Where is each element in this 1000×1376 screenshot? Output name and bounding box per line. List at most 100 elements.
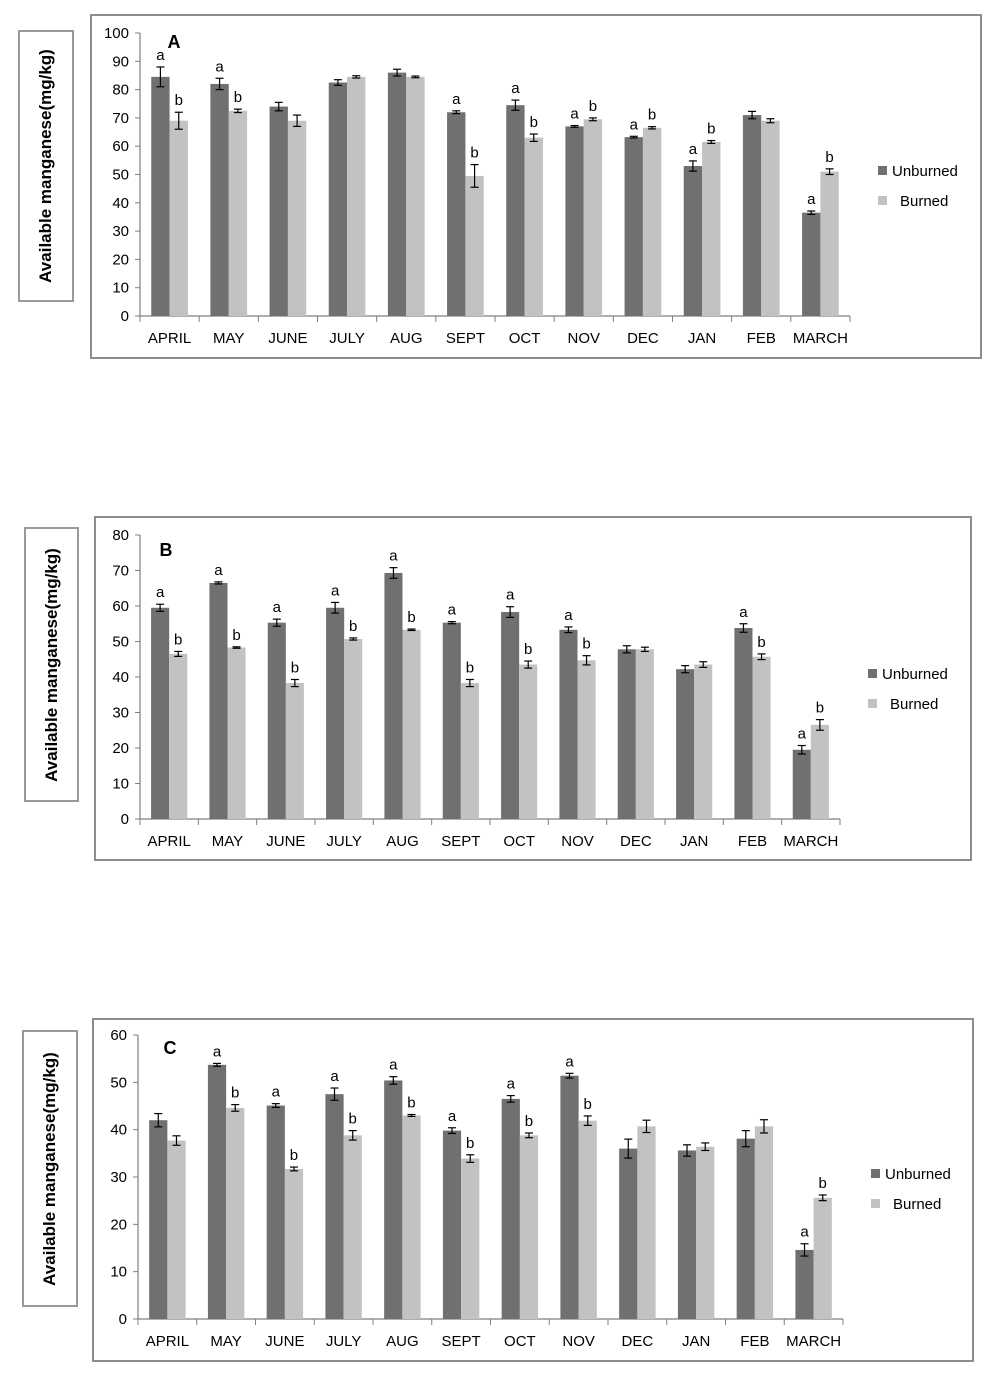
significance-letter-a: a bbox=[452, 91, 461, 108]
significance-letter-c: b bbox=[819, 1175, 827, 1192]
significance-letter-a: b bbox=[470, 145, 478, 162]
x-tick-label-b: MAY bbox=[212, 833, 243, 850]
significance-letter-a: b bbox=[234, 89, 242, 106]
legend-swatch-burned-b bbox=[868, 699, 877, 708]
bar-burned-c bbox=[578, 1120, 597, 1319]
legend-label-burned-a: Burned bbox=[900, 193, 948, 210]
bar-burned-c bbox=[284, 1168, 304, 1319]
significance-letter-a: a bbox=[807, 191, 816, 208]
bar-unburned-c bbox=[384, 1080, 403, 1319]
significance-letter-c: b bbox=[466, 1135, 474, 1152]
bar-burned-a bbox=[465, 175, 484, 316]
significance-letter-b: a bbox=[214, 562, 223, 579]
x-tick-label-c: JUNE bbox=[265, 1333, 304, 1350]
bar-burned-a bbox=[347, 76, 366, 317]
significance-letter-a: a bbox=[156, 47, 165, 64]
y-tick-label-a: 30 bbox=[112, 223, 129, 240]
bar-burned-a bbox=[169, 120, 188, 316]
bar-unburned-b bbox=[209, 582, 228, 819]
significance-letter-b: b bbox=[466, 659, 474, 676]
significance-letter-a: b bbox=[825, 149, 833, 166]
panel-label-c: C bbox=[164, 1038, 177, 1058]
bar-unburned-a bbox=[269, 106, 288, 316]
x-tick-label-c: AUG bbox=[386, 1333, 419, 1350]
x-tick-label-b: JAN bbox=[680, 833, 708, 850]
significance-letter-b: a bbox=[273, 599, 282, 616]
significance-letter-b: b bbox=[816, 700, 824, 717]
bar-unburned-c bbox=[325, 1094, 344, 1319]
significance-letter-a: b bbox=[530, 114, 538, 131]
significance-letter-c: b bbox=[231, 1085, 239, 1102]
y-tick-label-c: 40 bbox=[110, 1122, 127, 1139]
panel-label-a: A bbox=[168, 32, 181, 52]
significance-letter-b: a bbox=[331, 582, 340, 599]
significance-letter-c: b bbox=[525, 1113, 533, 1130]
bar-burned-a bbox=[228, 110, 248, 316]
significance-letter-b: b bbox=[232, 627, 240, 644]
significance-letter-c: a bbox=[389, 1057, 398, 1074]
bar-burned-c bbox=[343, 1135, 362, 1319]
y-axis-title-box-b: Available manganese(mg/kg) bbox=[24, 527, 79, 802]
bar-burned-c bbox=[167, 1140, 186, 1319]
bar-burned-a bbox=[702, 141, 721, 316]
significance-letter-a: b bbox=[648, 107, 656, 124]
y-tick-label-a: 100 bbox=[104, 25, 129, 42]
y-tick-label-a: 0 bbox=[121, 308, 129, 325]
x-tick-label-b: NOV bbox=[561, 833, 594, 850]
significance-letter-c: a bbox=[330, 1068, 339, 1085]
x-tick-label-a: MARCH bbox=[793, 330, 848, 347]
bar-unburned-c bbox=[266, 1105, 285, 1319]
bar-burned-c bbox=[754, 1126, 774, 1319]
significance-letter-c: b bbox=[349, 1111, 357, 1128]
bar-burned-b bbox=[285, 683, 304, 819]
bar-burned-c bbox=[461, 1158, 480, 1319]
y-tick-label-c: 20 bbox=[110, 1216, 127, 1233]
significance-letter-c: a bbox=[448, 1108, 457, 1125]
x-tick-label-c: DEC bbox=[622, 1333, 654, 1350]
legend-label-burned-c: Burned bbox=[893, 1196, 941, 1213]
significance-letter-a: b bbox=[175, 92, 183, 109]
significance-letter-c: a bbox=[565, 1053, 574, 1070]
significance-letter-b: a bbox=[739, 604, 748, 621]
bar-burned-b bbox=[635, 649, 654, 819]
bar-burned-c bbox=[637, 1126, 656, 1319]
significance-letter-b: b bbox=[407, 609, 415, 626]
bar-unburned-b bbox=[501, 612, 520, 819]
x-tick-label-c: FEB bbox=[740, 1333, 769, 1350]
y-tick-label-b: 40 bbox=[112, 669, 129, 686]
significance-letter-a: a bbox=[689, 141, 698, 158]
bar-unburned-b bbox=[151, 607, 170, 819]
bar-unburned-c bbox=[149, 1120, 168, 1319]
x-tick-label-c: SEPT bbox=[442, 1333, 481, 1350]
bar-burned-b bbox=[227, 647, 246, 819]
x-tick-label-a: SEPT bbox=[446, 330, 485, 347]
bar-unburned-a bbox=[387, 72, 407, 317]
x-tick-label-b: DEC bbox=[620, 833, 652, 850]
y-tick-label-a: 50 bbox=[112, 167, 129, 184]
bar-unburned-a bbox=[151, 76, 170, 317]
bar-burned-b bbox=[577, 660, 596, 819]
significance-letter-b: a bbox=[156, 584, 165, 601]
x-tick-label-b: OCT bbox=[503, 833, 535, 850]
x-tick-label-a: JAN bbox=[688, 330, 716, 347]
significance-letter-b: a bbox=[448, 602, 457, 619]
significance-letter-c: a bbox=[213, 1043, 222, 1060]
bar-unburned-c bbox=[677, 1150, 697, 1319]
x-tick-label-c: APRIL bbox=[146, 1333, 189, 1350]
y-tick-label-b: 30 bbox=[112, 705, 129, 722]
y-tick-label-b: 10 bbox=[112, 776, 129, 793]
significance-letter-a: a bbox=[570, 106, 579, 123]
bar-unburned-a bbox=[447, 112, 466, 317]
x-tick-label-a: OCT bbox=[509, 330, 541, 347]
legend-label-burned-b: Burned bbox=[890, 696, 938, 713]
bar-unburned-a bbox=[565, 126, 584, 316]
significance-letter-b: b bbox=[757, 634, 765, 651]
y-tick-label-b: 50 bbox=[112, 634, 129, 651]
significance-letter-c: b bbox=[290, 1147, 298, 1164]
bar-burned-c bbox=[402, 1115, 421, 1319]
significance-letter-b: b bbox=[174, 631, 182, 648]
bar-unburned-a bbox=[683, 166, 703, 316]
bar-burned-a bbox=[642, 127, 662, 317]
bar-burned-a bbox=[583, 119, 603, 316]
